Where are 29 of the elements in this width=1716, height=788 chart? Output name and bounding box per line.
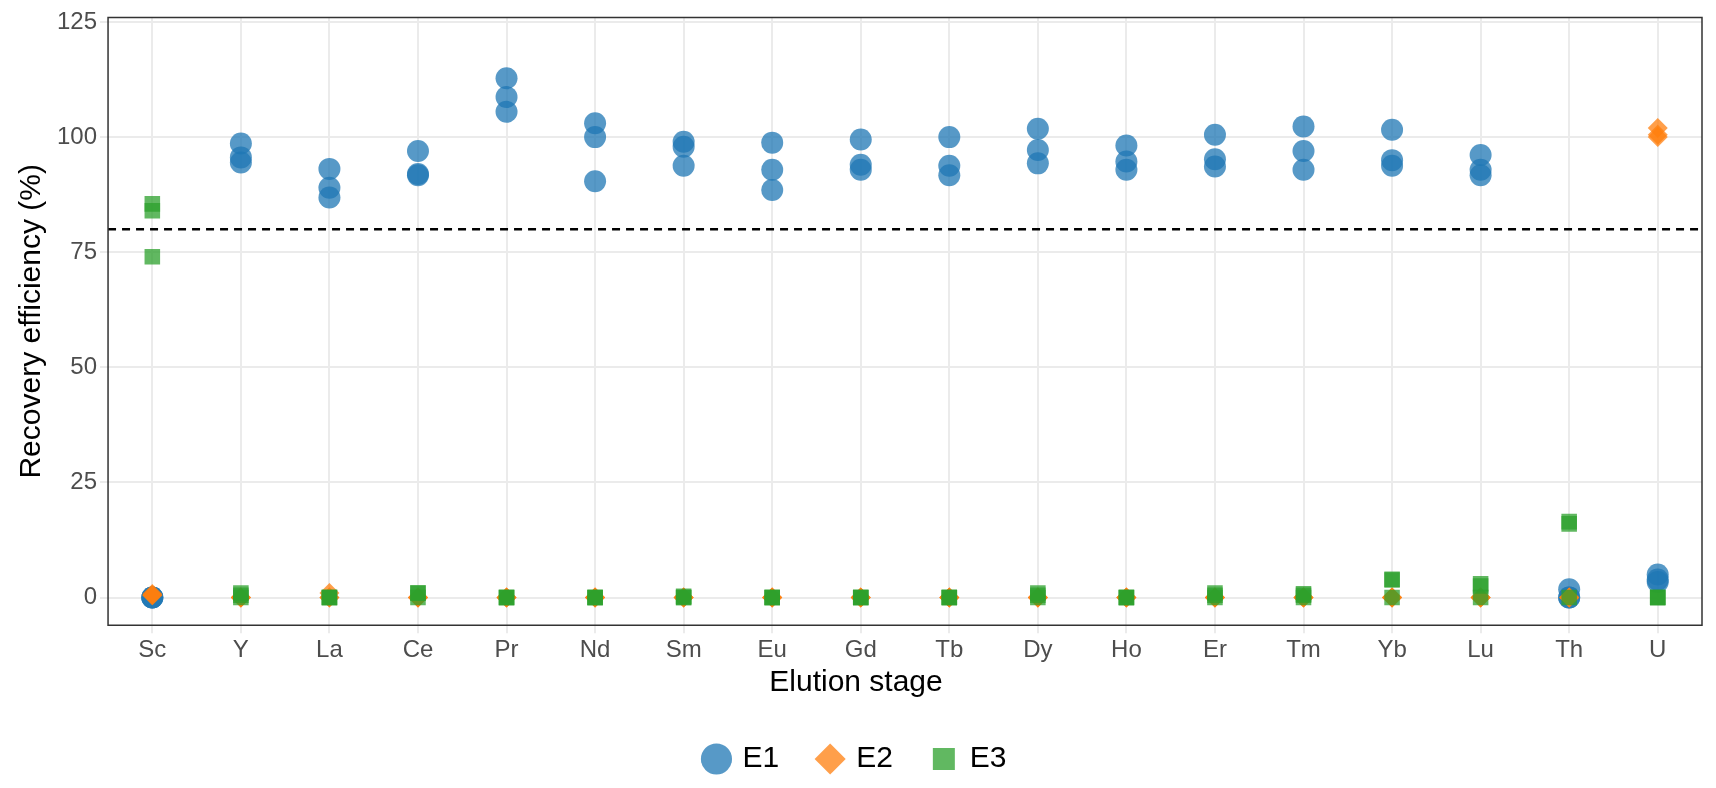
x-tick-label: Yb (1377, 635, 1407, 663)
x-tick-label: Y (232, 635, 249, 663)
legend-title: Elution stage (769, 664, 943, 698)
x-tick-label: Ho (1111, 635, 1142, 663)
y-tick-label: 50 (70, 351, 98, 379)
x-tick-label: Gd (844, 635, 877, 663)
legend-label: E2 (856, 740, 893, 774)
y-tick-label: 0 (83, 582, 98, 610)
x-tick-label: Tb (935, 635, 964, 663)
x-tick-label: Nd (579, 635, 611, 663)
x-tick-label: U (1649, 635, 1667, 663)
x-tick-label: Sm (665, 635, 702, 663)
x-tick-label: Pr (494, 635, 519, 663)
y-axis-title: Recovery efficiency (%) (13, 164, 47, 479)
x-tick-label: Dy (1023, 635, 1053, 663)
x-tick-label: Ce (402, 635, 434, 663)
x-tick-label: Sc (138, 635, 167, 663)
x-tick-label: Lu (1467, 635, 1494, 663)
x-tick-label: Er (1202, 635, 1227, 663)
legend-label: E1 (742, 740, 780, 774)
y-tick-label: 25 (70, 467, 98, 495)
y-tick-label: 75 (70, 236, 98, 264)
legend-label: E3 (969, 740, 1007, 774)
x-tick-label: Eu (757, 635, 787, 663)
x-tick-label: Th (1555, 635, 1584, 663)
y-tick-label: 100 (57, 121, 98, 149)
x-tick-label: Tm (1286, 635, 1321, 663)
y-tick-label: 125 (57, 6, 98, 34)
x-tick-label: La (316, 635, 344, 663)
